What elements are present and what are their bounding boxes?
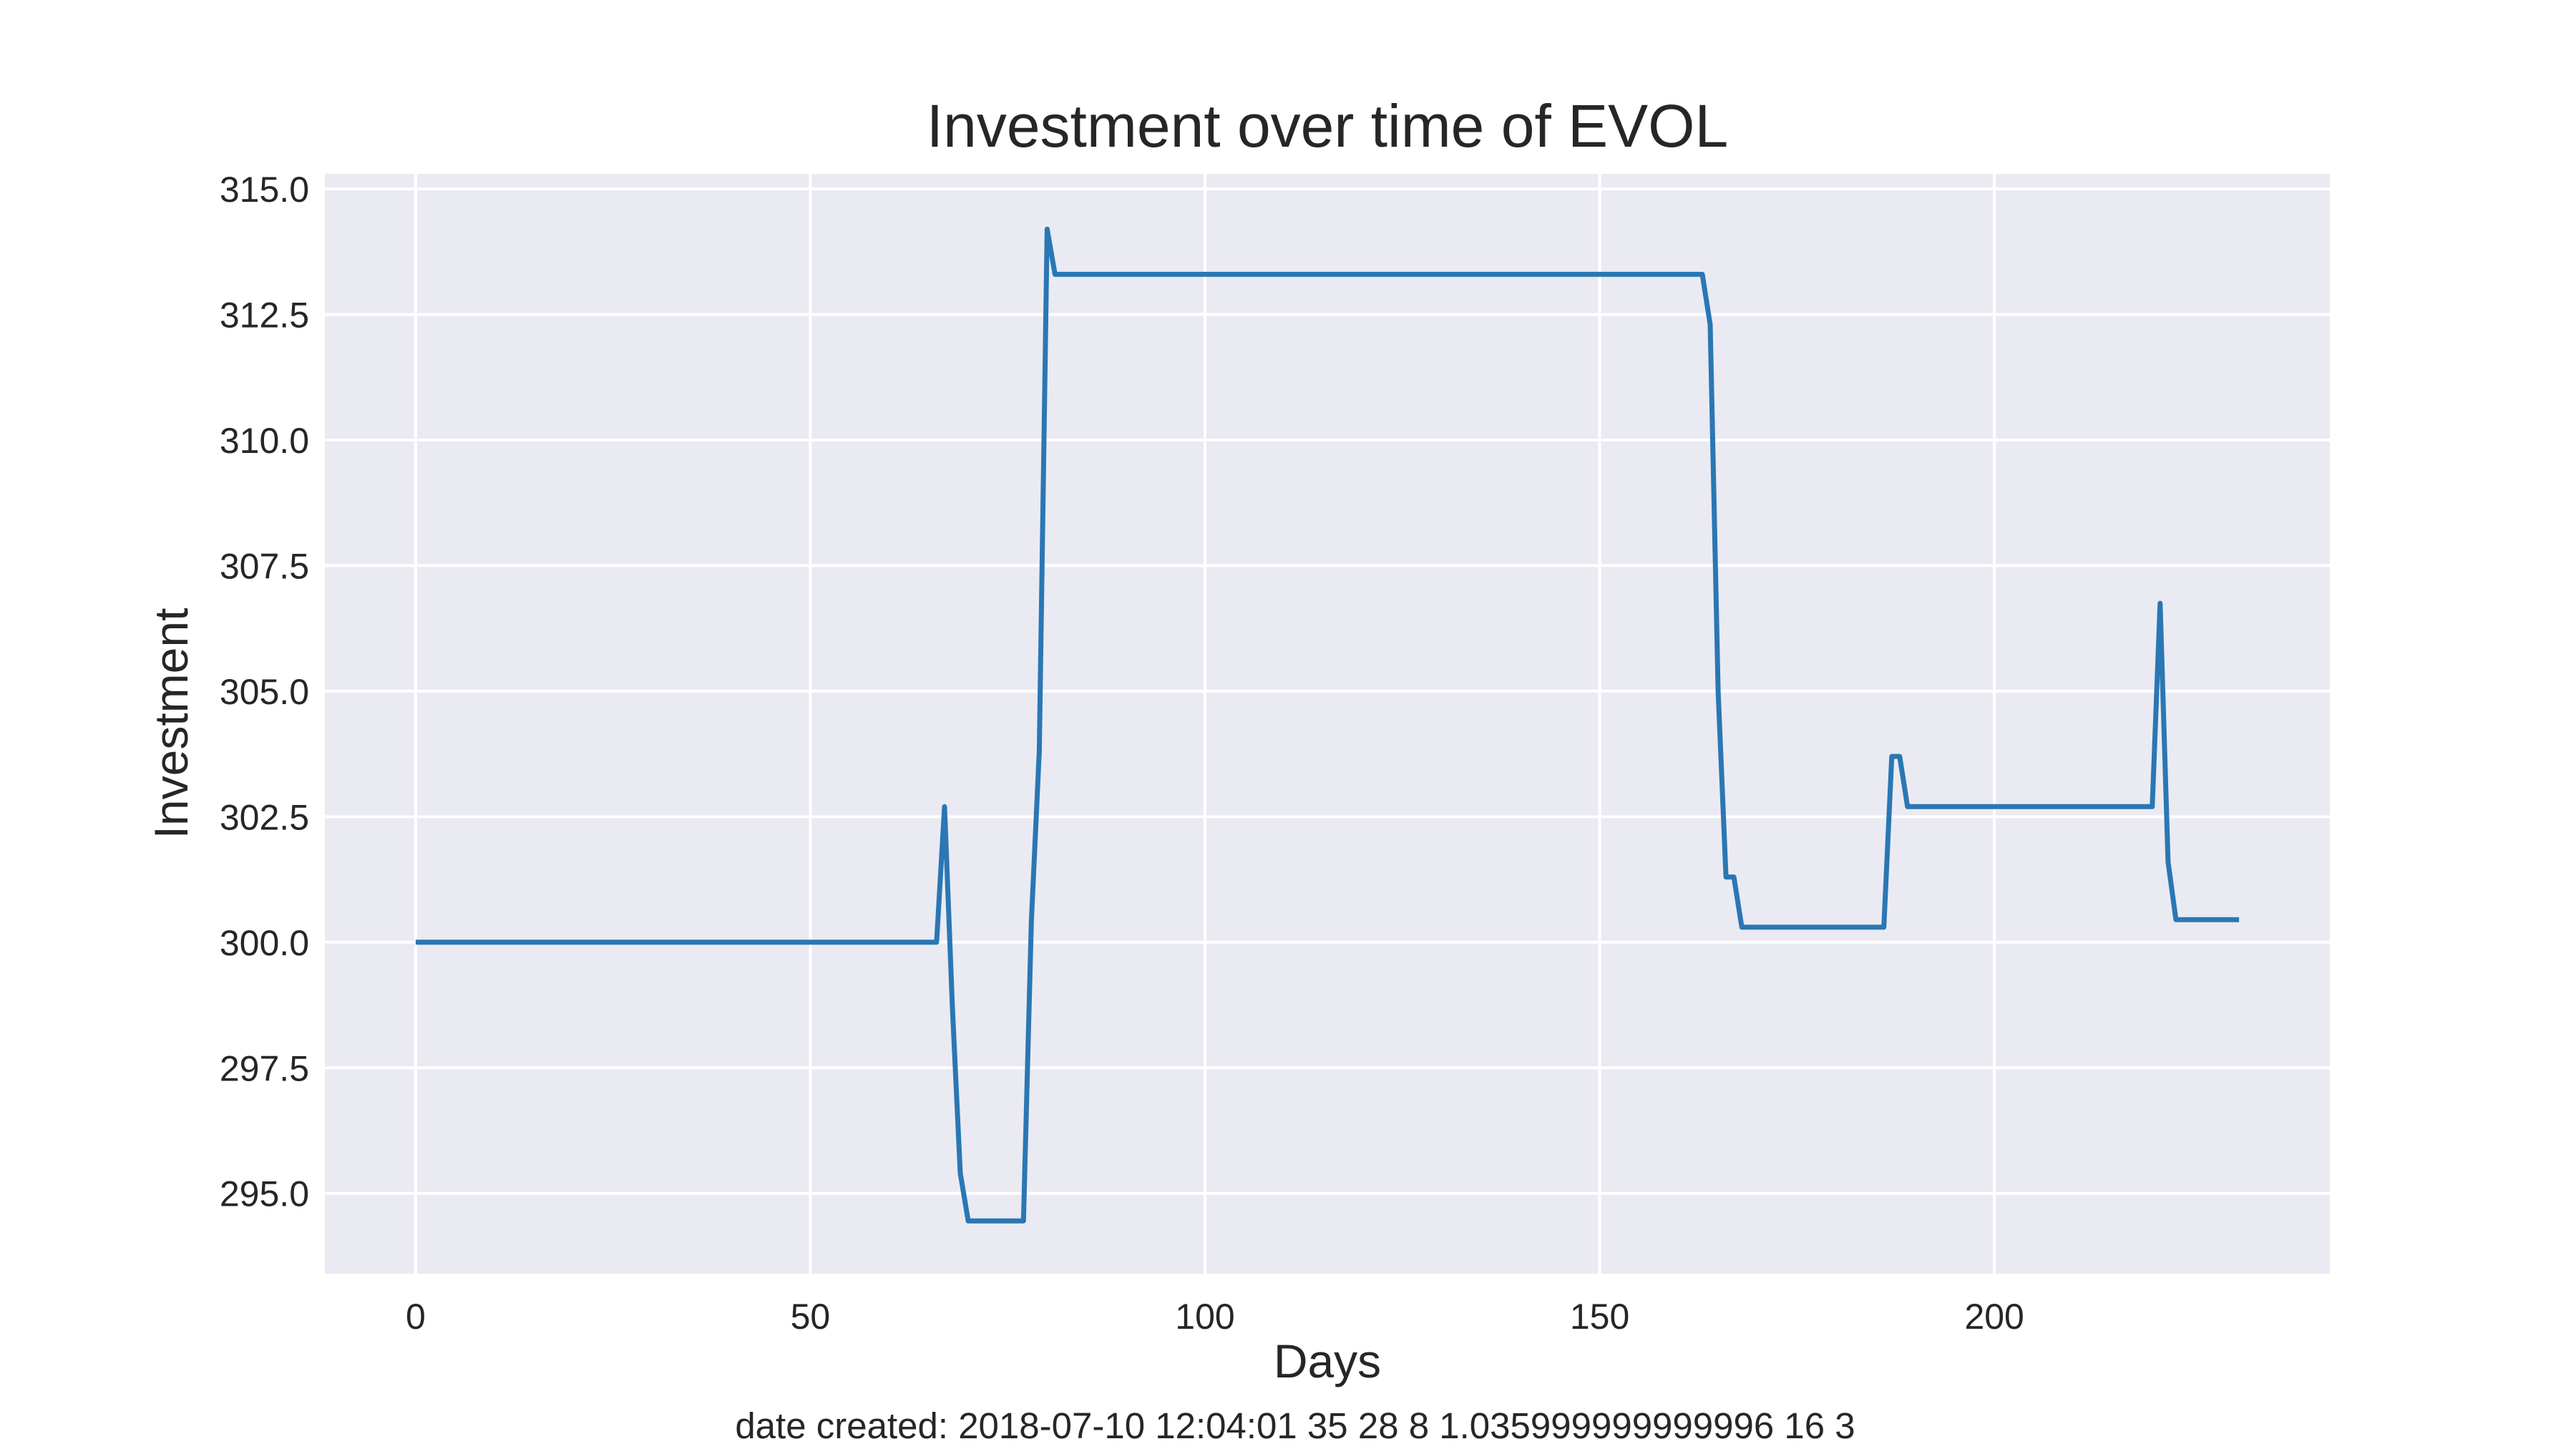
y-tick-label: 315.0 (220, 170, 309, 210)
x-tick-label: 0 (406, 1297, 426, 1337)
y-tick-label: 307.5 (220, 546, 309, 586)
y-axis-ticks: 295.0 297.5 300.0 302.5 305.0 307.5 310.0 312.5… (220, 170, 309, 1214)
x-tick-label: 200 (1964, 1297, 2024, 1337)
y-tick-label: 297.5 (220, 1048, 309, 1088)
x-axis-label: Days (1274, 1335, 1381, 1387)
x-tick-label: 50 (791, 1297, 831, 1337)
series-line (415, 226, 2240, 1224)
y-tick-label: 310.0 (220, 421, 309, 461)
series-group (415, 226, 2240, 1224)
y-tick-label: 300.0 (220, 923, 309, 963)
y-tick-label: 302.5 (220, 797, 309, 837)
y-tick-label: 305.0 (220, 672, 309, 712)
x-tick-label: 100 (1175, 1297, 1234, 1337)
y-tick-label: 312.5 (220, 296, 309, 336)
plot-area (325, 174, 2330, 1274)
footer-note: date created: 2018-07-10 12:04:01 35 28 … (735, 1405, 1855, 1446)
x-axis-ticks: 0 50 100 150 200 (406, 1297, 2024, 1337)
y-tick-label: 295.0 (220, 1174, 309, 1214)
x-tick-label: 150 (1570, 1297, 1629, 1337)
chart-title: Investment over time of EVOL (927, 92, 1728, 160)
y-axis-label: Investment (145, 608, 197, 839)
